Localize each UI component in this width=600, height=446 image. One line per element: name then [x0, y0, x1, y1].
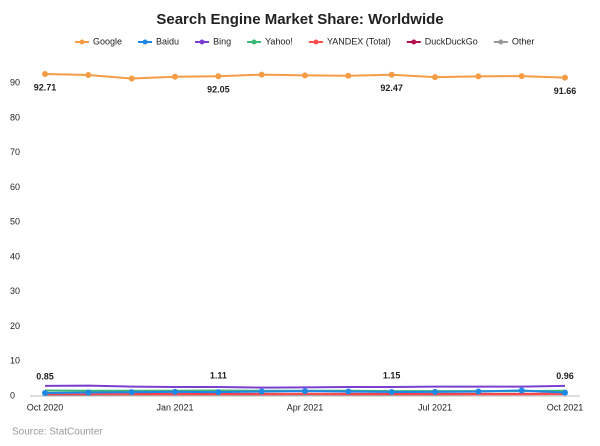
series-line: [44, 384, 566, 389]
x-tick-label: Jan 2021: [156, 402, 193, 412]
legend-dot: [498, 39, 504, 45]
legend-label: YANDEX (Total): [327, 36, 391, 46]
data-point: [85, 389, 92, 396]
data-label: 91.66: [554, 86, 577, 96]
data-label: 1.15: [383, 370, 401, 380]
data-label: 92.05: [207, 85, 230, 95]
legend-label: Yahoo!: [265, 36, 293, 46]
data-point: [345, 388, 352, 395]
data-point: [302, 72, 308, 79]
data-point: [518, 387, 525, 394]
data-point: [562, 74, 568, 81]
y-tick-label: 40: [10, 251, 20, 261]
x-tick-label: Jul 2021: [418, 402, 452, 412]
y-tick-label: 30: [10, 286, 20, 296]
data-point: [432, 74, 438, 81]
data-point: [258, 71, 265, 78]
y-tick-label: 90: [10, 78, 20, 88]
legend-dot: [142, 39, 148, 45]
data-point: [42, 70, 48, 77]
y-tick-label: 0: [10, 390, 15, 400]
legend-dot: [411, 39, 417, 45]
data-point: [42, 390, 48, 397]
legend-dot: [313, 39, 319, 45]
data-label: 92.47: [380, 83, 403, 93]
legend-dot: [251, 39, 257, 45]
data-label: 92.71: [34, 82, 57, 92]
legend-label: Baidu: [156, 36, 179, 46]
legend-dot: [199, 39, 205, 45]
y-tick-label: 70: [10, 147, 20, 157]
x-tick-label: Oct 2021: [547, 402, 584, 412]
data-label: 0.85: [36, 371, 54, 381]
y-tick-label: 20: [10, 321, 20, 331]
data-point: [85, 72, 92, 79]
data-point: [172, 73, 178, 80]
data-point: [215, 389, 222, 396]
data-label: 1.11: [210, 371, 227, 381]
legend-label: Other: [512, 36, 535, 46]
y-tick-label: 50: [10, 217, 20, 227]
data-point: [388, 71, 395, 78]
data-point: [518, 73, 525, 80]
data-point: [475, 388, 482, 395]
x-tick-label: Apr 2021: [287, 402, 324, 412]
legend-dot: [79, 39, 85, 45]
chart-title: Search Engine Market Share: Worldwide: [156, 11, 443, 28]
data-point: [172, 388, 178, 395]
data-label: 0.96: [556, 371, 574, 381]
legend-label: Bing: [213, 36, 231, 46]
data-point: [128, 75, 135, 82]
data-point: [215, 73, 222, 80]
data-point: [432, 388, 438, 395]
data-point: [388, 389, 395, 396]
data-point: [475, 73, 482, 80]
y-tick-label: 80: [10, 112, 20, 122]
data-point: [345, 72, 352, 79]
data-point: [258, 388, 265, 395]
data-point: [302, 388, 308, 395]
legend-label: Google: [93, 36, 122, 46]
x-tick-label: Oct 2020: [27, 402, 64, 412]
data-point: [562, 389, 568, 396]
source: Source: StatCounter: [12, 427, 103, 438]
y-tick-label: 60: [10, 182, 20, 192]
legend-label: DuckDuckGo: [425, 36, 478, 46]
y-tick-label: 10: [10, 356, 20, 366]
data-point: [128, 389, 135, 396]
